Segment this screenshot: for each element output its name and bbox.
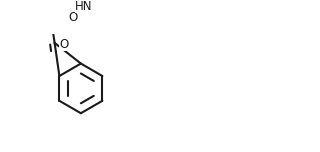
Text: O: O: [60, 38, 69, 51]
Text: HN: HN: [75, 0, 92, 13]
Text: O: O: [69, 11, 78, 24]
